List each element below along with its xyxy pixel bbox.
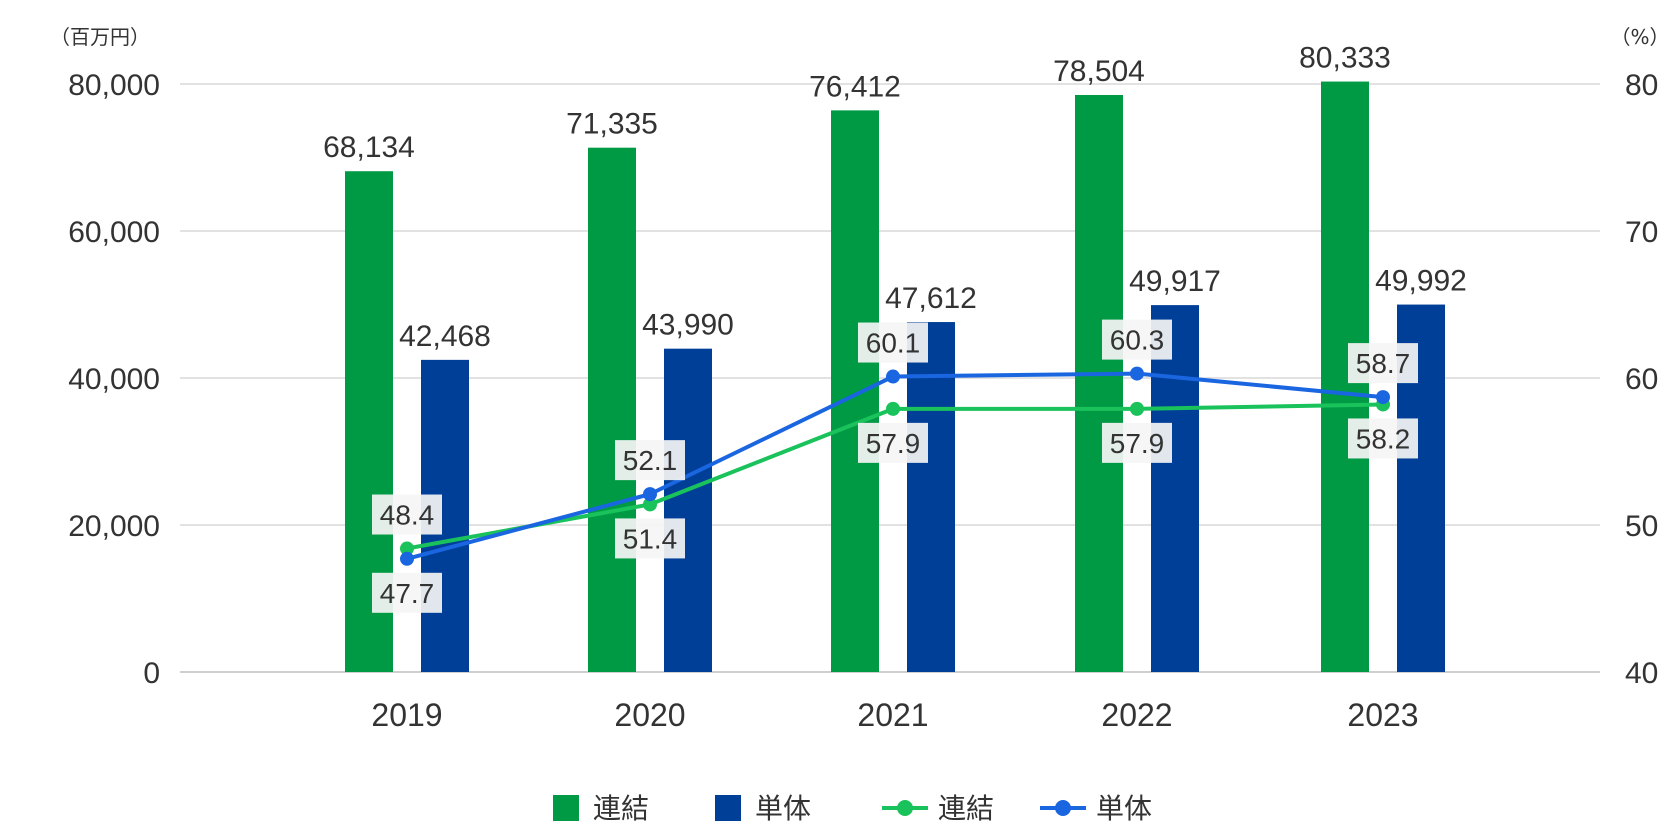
bar-value-label: 76,412	[809, 70, 901, 103]
y-tick-label: 20,000	[68, 510, 160, 543]
legend-swatch	[715, 795, 741, 821]
bar	[831, 110, 879, 672]
point-value-label: 47.7	[380, 578, 435, 609]
line-point	[1130, 366, 1144, 381]
point-value-label: 52.1	[623, 445, 678, 476]
point-label-background	[858, 422, 928, 463]
bar-value-label: 71,335	[566, 108, 658, 141]
y2-tick-label: 50	[1625, 510, 1658, 543]
lines	[400, 366, 1390, 566]
line-point	[400, 541, 414, 556]
bar-value-label: 78,504	[1053, 55, 1145, 88]
point-label-background	[615, 440, 685, 481]
point-label-background	[1348, 343, 1418, 384]
legend-swatch	[553, 795, 579, 821]
x-tick-label: 2023	[1347, 697, 1418, 733]
point-value-label: 48.4	[380, 500, 435, 531]
bar	[588, 147, 636, 672]
bar-value-label: 68,134	[323, 131, 415, 164]
point-label-background	[1102, 319, 1172, 360]
y2-tick-label: 80	[1625, 69, 1658, 102]
line-point	[886, 401, 900, 416]
data-labels: 68,134 71,335 76,412 78,504 80,333 42,468 43,9…	[323, 42, 1467, 613]
point-value-label: 57.9	[866, 428, 921, 459]
bar	[664, 348, 712, 672]
y2-tick-label: 40	[1625, 657, 1658, 690]
point-label-background	[1102, 422, 1172, 463]
line-point	[1376, 390, 1390, 405]
legend-label: 連結	[593, 792, 649, 825]
bar-value-label: 80,333	[1299, 42, 1391, 75]
bar-value-label: 42,468	[399, 320, 491, 353]
bar	[907, 322, 955, 672]
point-value-label: 58.2	[1356, 423, 1411, 454]
line-point	[886, 369, 900, 384]
legend-label: 連結	[938, 792, 994, 825]
bar-value-label: 43,990	[642, 309, 734, 342]
point-label-background	[1348, 418, 1418, 459]
left-axis-unit: （百万円）	[50, 25, 150, 49]
point-value-label: 57.9	[1110, 428, 1165, 459]
point-label-background	[372, 494, 442, 535]
point-label-background	[615, 518, 685, 559]
point-value-label: 51.4	[623, 523, 678, 554]
legend-marker	[1055, 800, 1071, 816]
bar-value-label: 49,917	[1129, 265, 1221, 298]
bar-value-label: 49,992	[1375, 265, 1467, 298]
y-tick-label: 80,000	[68, 69, 160, 102]
y2-tick-label: 70	[1625, 216, 1658, 249]
bar	[1075, 94, 1123, 672]
y-tick-label: 40,000	[68, 363, 160, 396]
legend-label: 単体	[1096, 792, 1152, 825]
x-tick-label: 2022	[1101, 697, 1172, 733]
y2-tick-label: 60	[1625, 363, 1658, 396]
line-series	[406, 371, 1384, 561]
point-value-label: 60.1	[866, 328, 921, 359]
x-tick-label: 2019	[371, 697, 442, 733]
line-point	[400, 551, 414, 566]
x-tick-label: 2020	[614, 697, 685, 733]
point-value-label: 58.7	[1356, 348, 1411, 379]
legend-marker	[897, 800, 913, 816]
y-tick-label: 0	[143, 657, 160, 690]
line-point	[1130, 401, 1144, 416]
axes: （百万円） （%） 0 20,000 40,000 60,000 80,000 40 50 6…	[50, 25, 1670, 733]
y-tick-label: 60,000	[68, 216, 160, 249]
legend: 連結 単体 連結 単体	[553, 792, 1152, 825]
point-value-label: 60.3	[1110, 325, 1165, 356]
bars	[345, 81, 1445, 673]
bar	[1151, 305, 1199, 672]
point-label-background	[858, 322, 928, 363]
x-tick-label: 2021	[857, 697, 928, 733]
point-label-background	[372, 572, 442, 613]
bar-value-label: 47,612	[885, 282, 977, 315]
legend-label: 単体	[755, 792, 811, 825]
right-axis-unit: （%）	[1610, 25, 1669, 49]
line-point	[643, 497, 657, 512]
line-point	[643, 487, 657, 502]
